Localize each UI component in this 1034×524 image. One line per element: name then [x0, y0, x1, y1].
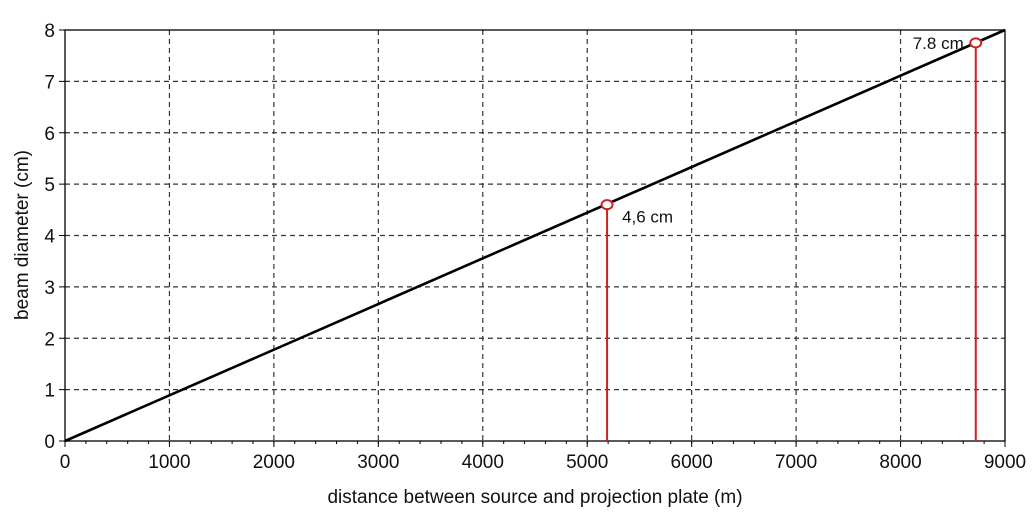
y-tick-label: 6 — [44, 124, 55, 145]
y-tick-label: 5 — [44, 175, 55, 196]
annotation-label: 4,6 cm — [622, 208, 673, 227]
y-tick-label: 7 — [44, 72, 55, 93]
annotations: 4,6 cm 7.8 cm — [600, 34, 983, 441]
x-tick-label: 7000 — [775, 452, 817, 473]
y-axis-label: beam diameter (cm) — [12, 150, 33, 320]
x-tick-label: 0 — [60, 452, 71, 473]
x-tick-label: 8000 — [879, 452, 921, 473]
tick-labels: 0 1000 2000 3000 4000 5000 6000 7000 8000 9000 0 1 2… — [44, 21, 1026, 473]
data-series — [64, 28, 1006, 443]
y-tick-label: 8 — [44, 21, 55, 42]
x-tick-label: 2000 — [253, 452, 295, 473]
annotation-label: 7.8 cm — [913, 34, 964, 53]
x-tick-label: 4000 — [462, 452, 504, 473]
x-tick-label: 9000 — [984, 452, 1026, 473]
y-tick-label: 2 — [44, 329, 55, 350]
y-tick-label: 1 — [44, 381, 55, 402]
y-tick-label: 0 — [44, 432, 55, 453]
y-tick-label: 3 — [44, 278, 55, 299]
x-axis-label: distance between source and projection p… — [327, 487, 742, 508]
marker-circle — [600, 199, 614, 211]
x-tick-label: 3000 — [357, 452, 399, 473]
x-tick-label: 1000 — [148, 452, 190, 473]
marker-circle — [969, 37, 983, 49]
y-tick-label: 4 — [44, 227, 55, 248]
x-tick-label: 5000 — [566, 452, 608, 473]
x-tick-label: 6000 — [671, 452, 713, 473]
plot-frame — [64, 29, 1006, 442]
line-series — [64, 28, 1006, 443]
